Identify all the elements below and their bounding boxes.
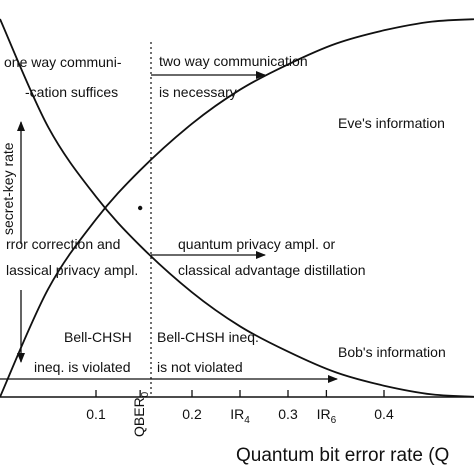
x-tick-label: 0.4 (374, 406, 394, 422)
note-error-correction: rror correction and (6, 236, 120, 252)
x-ticks: 0.1 0.2 0.3 0.4 QBER0 IR4 IR6 (86, 390, 394, 437)
note-advantage-distillation: classical advantage distillation (178, 262, 366, 278)
note-classical-privacy: lassical privacy ampl. (6, 262, 138, 278)
x-tick-label: 0.3 (278, 406, 298, 422)
x-special-tick-label: IR4 (230, 406, 250, 426)
series-line-eve (0, 18, 474, 398)
x-tick-label: 0.2 (182, 406, 202, 422)
series-label-eve: Eve's information (338, 115, 445, 131)
series-label-bob: Bob's information (338, 344, 446, 360)
note-one-way-2: -cation suffices (25, 84, 118, 100)
note-bell-not-violated-1: Bell-CHSH ineq. (157, 329, 259, 345)
note-bell-violated-1: Bell-CHSH (64, 329, 132, 345)
note-one-way-1: one way communi- (4, 54, 122, 70)
note-two-way-1: two way communication (159, 53, 308, 69)
series-line-bob (0, 18, 474, 398)
note-two-way-2: is necessary (159, 84, 237, 100)
x-special-tick-label: QBER0 (131, 391, 151, 437)
note-bell-not-violated-2: is not violated (157, 359, 243, 375)
note-secret-key-rate: secret-key rate (0, 142, 16, 235)
x-axis-label: Quantum bit error rate (Q (236, 445, 449, 466)
note-bell-violated-2: ineq. is violated (34, 359, 131, 375)
series-group (0, 18, 474, 398)
arrows (0, 71, 338, 383)
x-tick-label: 0.1 (86, 406, 106, 422)
note-quantum-privacy: quantum privacy ampl. or (178, 236, 336, 252)
crossing-point (137, 205, 143, 211)
annotations: one way communi- -cation suffices two wa… (0, 53, 446, 375)
x-special-tick-label: IR6 (317, 406, 337, 426)
